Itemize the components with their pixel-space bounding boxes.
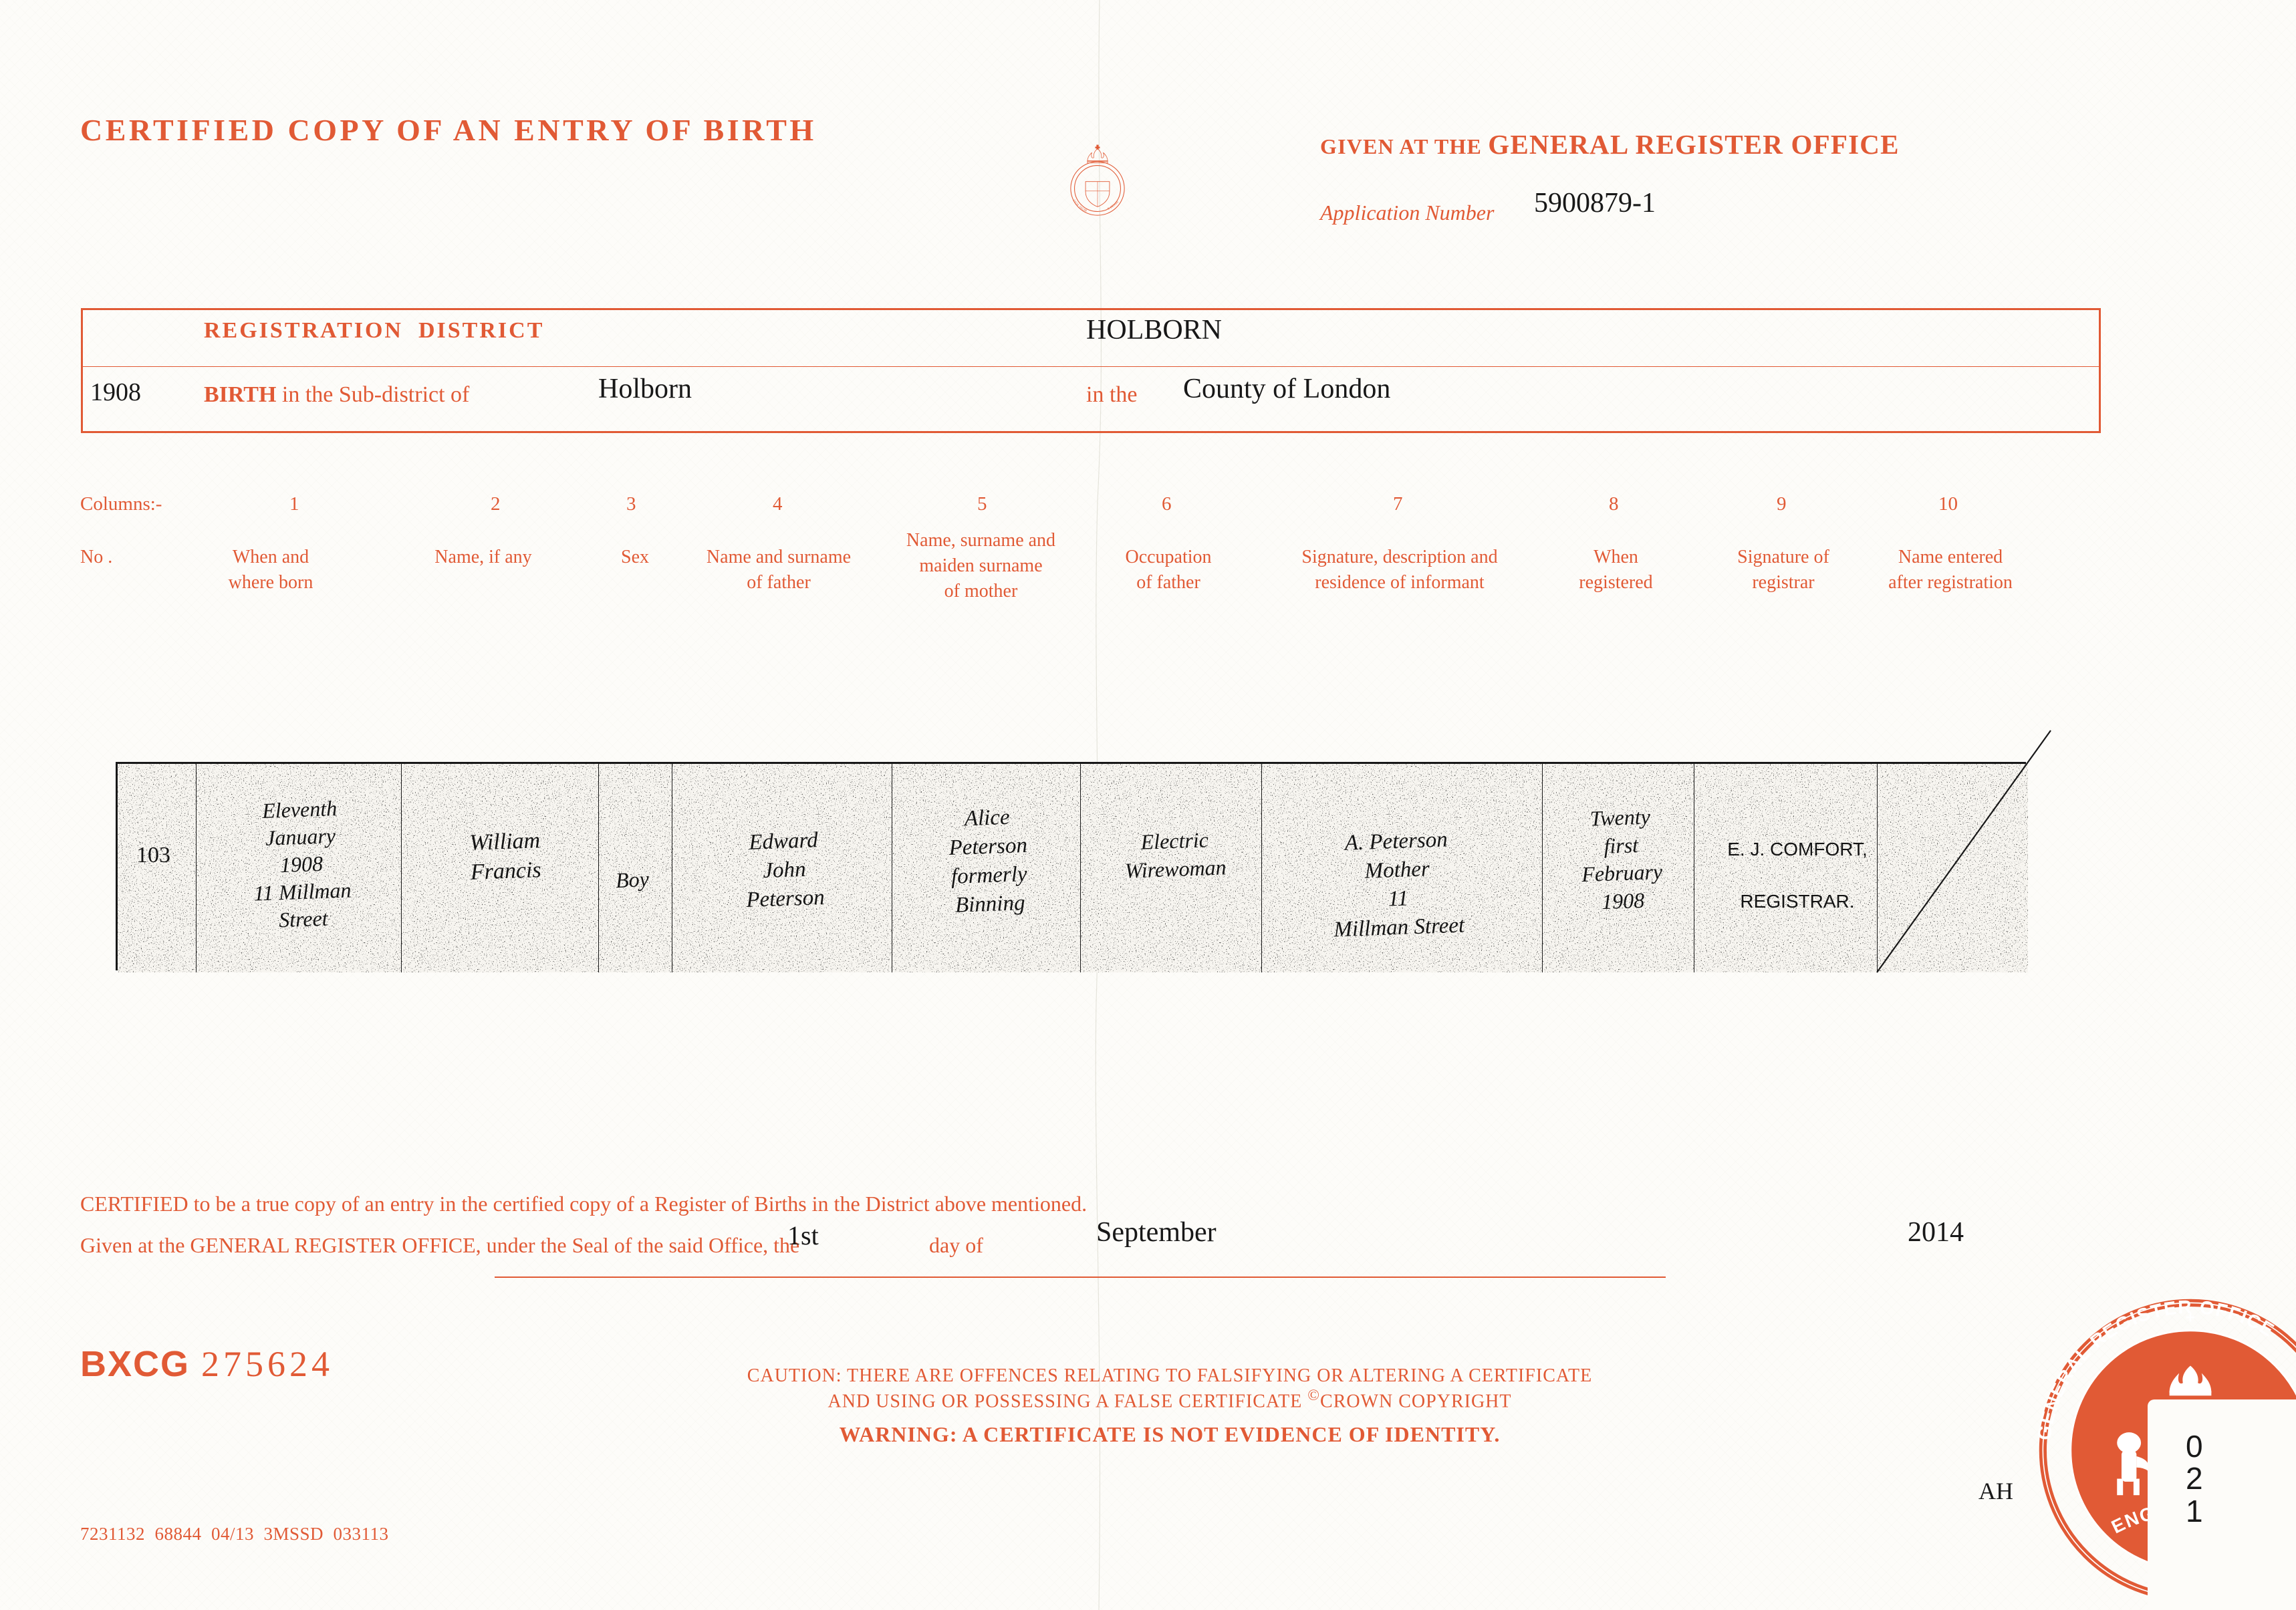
- svg-text:+: +: [2186, 1309, 2195, 1327]
- svg-text:HONI SOIT: HONI SOIT: [1073, 198, 1088, 211]
